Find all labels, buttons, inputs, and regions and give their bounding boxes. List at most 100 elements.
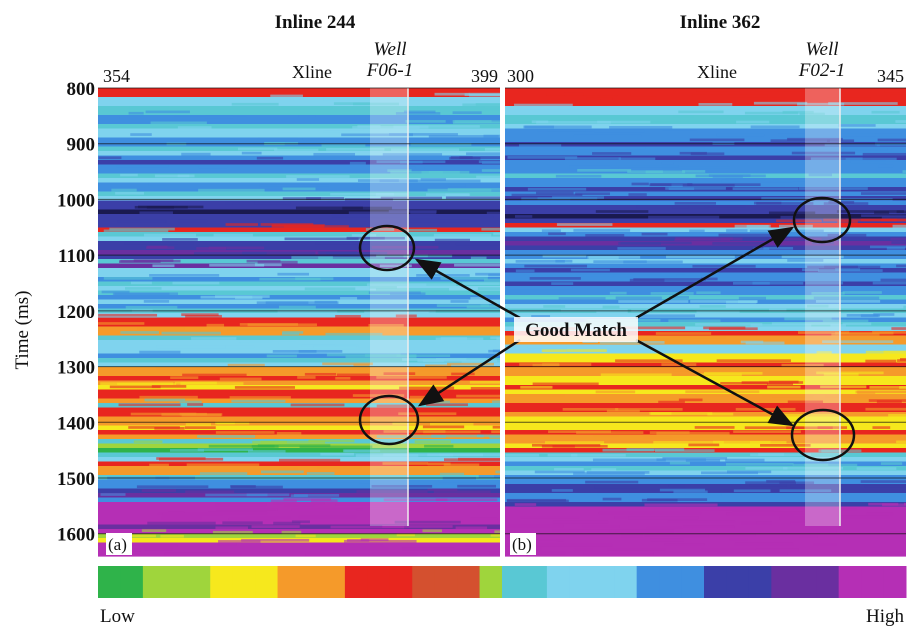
seismic-stripe: [98, 97, 500, 103]
seismic-texture: [277, 129, 303, 133]
seismic-texture: [453, 107, 500, 111]
seismic-stripe: [505, 196, 906, 202]
seismic-texture: [447, 184, 466, 187]
seismic-texture: [860, 218, 906, 222]
seismic-texture: [660, 274, 677, 277]
seismic-texture: [530, 355, 591, 359]
seismic-texture: [251, 525, 300, 528]
seismic-texture: [426, 403, 468, 407]
colorbar-segment: [120, 566, 144, 598]
seismic-texture: [304, 372, 337, 376]
seismic-texture: [133, 440, 163, 444]
seismic-stripe: [98, 124, 500, 130]
seismic-texture: [644, 503, 718, 507]
seismic-texture: [650, 412, 713, 415]
seismic-texture: [680, 535, 711, 539]
seismic-stripe: [505, 398, 906, 404]
seismic-texture: [417, 390, 450, 393]
seismic-texture: [259, 277, 321, 281]
seismic-texture: [480, 304, 498, 307]
seismic-texture: [694, 426, 735, 429]
seismic-texture: [112, 292, 179, 296]
seismic-texture: [707, 412, 734, 416]
seismic-texture: [712, 242, 769, 245]
seismic-texture: [532, 382, 599, 386]
seismic-texture: [520, 516, 580, 519]
seismic-texture: [541, 444, 608, 448]
seismic-texture: [525, 148, 577, 151]
seismic-texture: [521, 197, 571, 201]
colorbar-segment: [98, 566, 121, 598]
seismic-texture: [378, 89, 397, 93]
seismic-texture: [745, 341, 785, 345]
seismic-texture: [716, 133, 765, 137]
panel-label: (b): [512, 535, 532, 554]
seismic-texture: [712, 440, 771, 444]
seismic-texture: [837, 220, 858, 224]
seismic-texture: [216, 542, 237, 546]
seismic-texture: [459, 156, 500, 159]
seismic-texture: [613, 274, 686, 278]
seismic-texture: [654, 449, 715, 452]
seismic-texture: [417, 106, 486, 109]
seismic-stripe: [505, 538, 906, 544]
seismic-texture: [835, 421, 906, 425]
seismic-texture: [837, 436, 866, 439]
seismic-texture: [872, 426, 891, 429]
seismic-texture: [653, 441, 724, 444]
seismic-texture: [560, 308, 628, 312]
seismic-texture: [726, 470, 772, 474]
seismic-texture: [527, 345, 567, 349]
seismic-texture: [749, 484, 787, 487]
seismic-stripe: [98, 484, 500, 490]
seismic-texture: [551, 489, 573, 492]
seismic-stripe: [505, 227, 906, 233]
seismic-stripe: [505, 416, 906, 422]
seismic-texture: [356, 319, 389, 323]
seismic-stripe: [505, 241, 906, 247]
seismic-texture: [817, 508, 857, 512]
seismic-texture: [593, 434, 620, 438]
seismic-texture: [181, 313, 219, 317]
seismic-texture: [781, 363, 824, 367]
seismic-texture: [139, 350, 181, 354]
seismic-texture: [125, 305, 178, 309]
seismic-texture: [469, 380, 500, 384]
seismic-texture: [260, 470, 304, 474]
seismic-texture: [850, 160, 886, 164]
seismic-texture: [717, 106, 752, 110]
seismic-texture: [477, 434, 500, 438]
seismic-texture: [433, 490, 491, 494]
seismic-texture: [655, 332, 712, 335]
seismic-texture: [198, 188, 265, 192]
seismic-texture: [330, 192, 394, 196]
seismic-texture: [313, 152, 356, 156]
seismic-texture: [685, 494, 722, 498]
seismic-texture: [741, 381, 804, 384]
seismic-texture: [902, 161, 906, 164]
seismic-texture: [820, 385, 867, 389]
seismic-texture: [594, 129, 645, 133]
seismic-texture: [340, 297, 358, 300]
seismic-texture: [835, 97, 906, 101]
colorbar-segment: [479, 566, 503, 598]
seismic-texture: [812, 179, 850, 183]
seismic-texture: [492, 425, 500, 429]
xline-end: 345: [877, 66, 904, 86]
seismic-texture: [283, 225, 349, 228]
seismic-texture: [890, 237, 906, 241]
seismic-texture: [495, 470, 500, 474]
seismic-stripe: [505, 551, 906, 557]
seismic-texture: [150, 121, 207, 125]
seismic-texture: [297, 376, 316, 379]
seismic-texture: [365, 98, 436, 101]
y-tick-label: 1200: [57, 302, 95, 323]
seismic-texture: [327, 200, 353, 204]
seismic-texture: [531, 120, 549, 124]
seismic-texture: [470, 297, 487, 300]
seismic-texture: [284, 237, 359, 241]
seismic-texture: [801, 336, 850, 340]
well-column: [805, 88, 840, 526]
seismic-texture: [403, 110, 436, 114]
seismic-texture: [352, 394, 405, 397]
